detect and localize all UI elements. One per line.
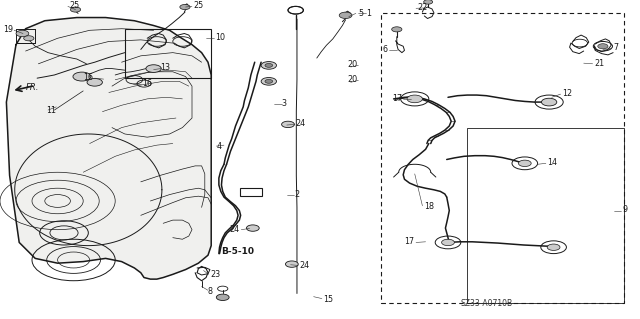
Circle shape [261, 78, 276, 85]
Text: 9: 9 [622, 205, 627, 214]
Text: 14: 14 [547, 158, 557, 167]
Bar [467, 128, 624, 303]
Circle shape [216, 294, 229, 300]
Bar [125, 29, 211, 78]
Text: 19: 19 [3, 25, 13, 34]
Circle shape [285, 261, 298, 267]
Text: 8: 8 [208, 287, 213, 296]
Circle shape [246, 225, 259, 231]
Circle shape [598, 44, 608, 49]
Circle shape [24, 36, 34, 41]
Text: 17: 17 [404, 237, 415, 246]
Text: 1: 1 [366, 9, 371, 18]
Text: 15: 15 [323, 295, 333, 304]
Circle shape [265, 63, 273, 67]
Circle shape [73, 72, 91, 81]
Circle shape [424, 0, 433, 4]
Polygon shape [6, 18, 211, 279]
Text: 4: 4 [216, 142, 221, 151]
Text: 25: 25 [69, 1, 79, 10]
Text: 11: 11 [46, 106, 56, 115]
Text: 7: 7 [613, 43, 618, 52]
Circle shape [16, 30, 29, 37]
Text: B-5-10: B-5-10 [221, 247, 254, 256]
Text: 18: 18 [424, 202, 434, 211]
Text: 24: 24 [296, 119, 306, 128]
Text: 6: 6 [383, 45, 388, 54]
Text: FR.: FR. [26, 83, 39, 92]
Circle shape [442, 239, 454, 246]
Text: 5: 5 [358, 9, 364, 18]
Circle shape [547, 244, 560, 250]
Circle shape [146, 65, 161, 72]
Text: 10: 10 [215, 33, 225, 42]
Circle shape [339, 12, 352, 19]
Circle shape [392, 27, 402, 32]
Text: 21: 21 [594, 59, 604, 68]
Text: 25: 25 [193, 1, 204, 10]
Text: 24: 24 [230, 225, 240, 234]
Bar [381, 13, 624, 303]
Text: 13: 13 [160, 63, 170, 72]
Text: 20: 20 [347, 75, 357, 84]
Circle shape [87, 78, 102, 86]
Text: SZ33-A0710B: SZ33-A0710B [461, 299, 513, 308]
Circle shape [265, 79, 273, 83]
Text: 23: 23 [210, 271, 220, 279]
Text: 17: 17 [392, 94, 402, 103]
Text: 2: 2 [294, 190, 300, 199]
Circle shape [407, 95, 422, 103]
Circle shape [282, 121, 294, 128]
Text: 12: 12 [562, 89, 572, 98]
Text: 20: 20 [347, 60, 357, 69]
Text: 16: 16 [142, 79, 152, 88]
Circle shape [261, 62, 276, 69]
Circle shape [70, 7, 81, 12]
Bar [240, 188, 262, 196]
Circle shape [180, 4, 190, 10]
Circle shape [541, 98, 557, 106]
Text: 3: 3 [282, 99, 287, 108]
Circle shape [518, 160, 531, 167]
Text: 22: 22 [417, 4, 428, 12]
Text: 24: 24 [300, 261, 310, 270]
Text: 16: 16 [83, 73, 93, 82]
